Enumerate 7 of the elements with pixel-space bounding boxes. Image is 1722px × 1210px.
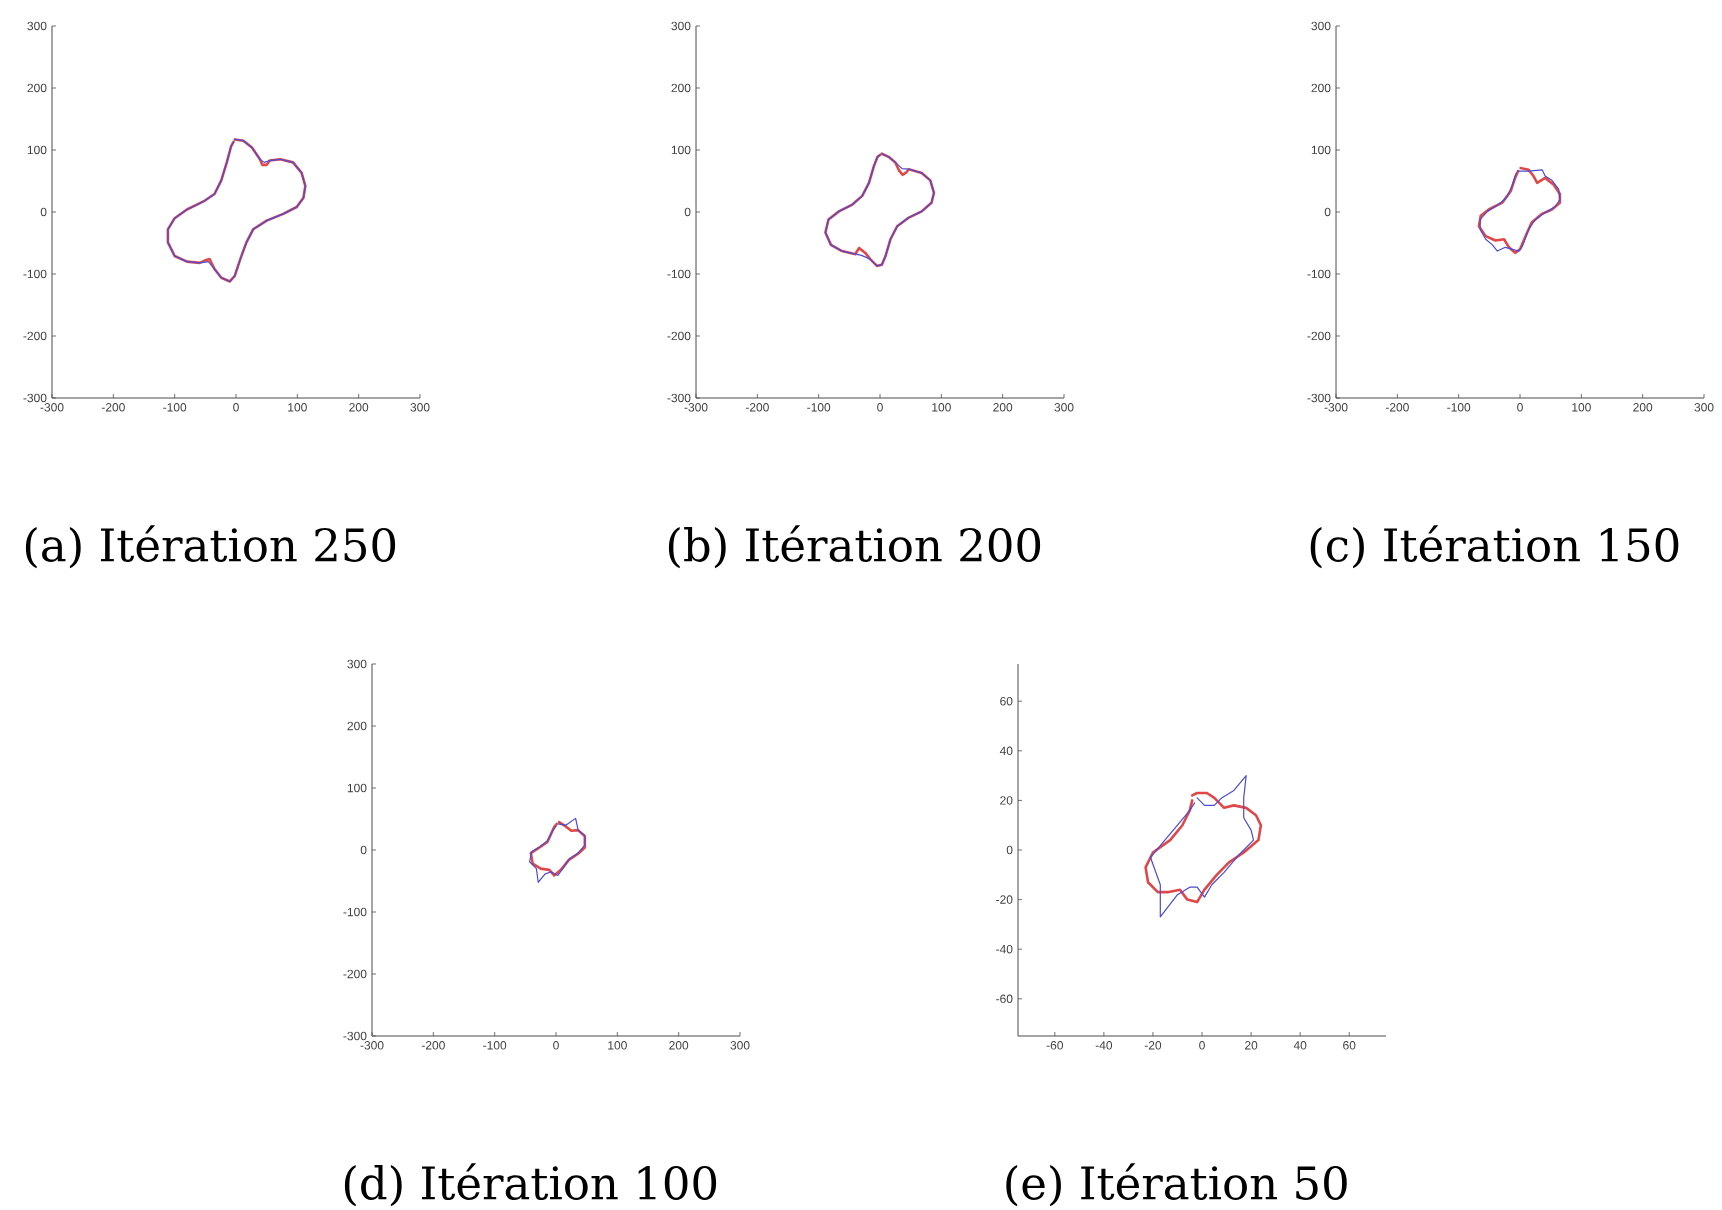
text: (a) Itération 250 — [25, 525, 396, 569]
text: (b) Itération 200 — [668, 525, 1041, 569]
line-series — [1144, 791, 1263, 904]
text: (c) Itération 150 — [1310, 525, 1679, 569]
text: (e) Itération 50 — [1006, 1163, 1347, 1207]
text: (d) Itération 100 — [344, 1163, 717, 1207]
line-series — [1149, 775, 1255, 918]
